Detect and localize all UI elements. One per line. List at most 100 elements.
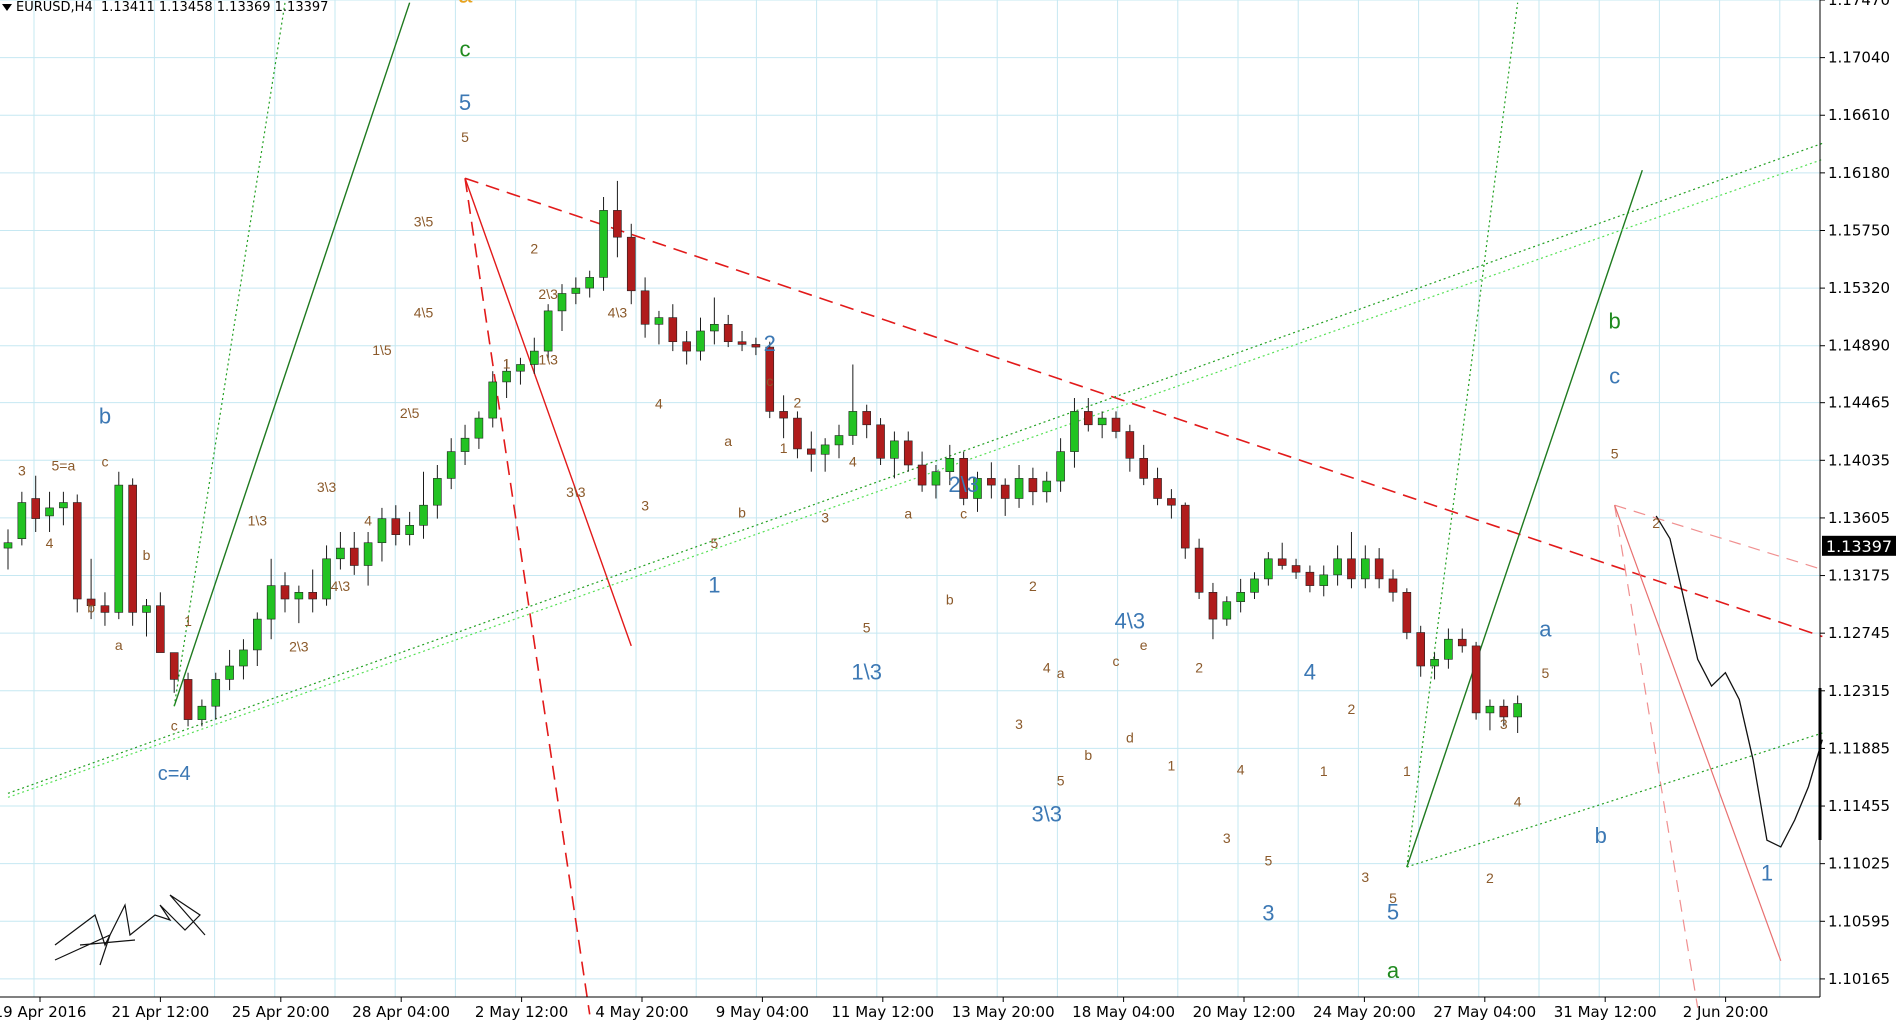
bull-candle (322, 558, 331, 600)
time-tick-label: 9 May 04:00 (716, 1003, 809, 1021)
bull-candle (114, 484, 124, 613)
wave-label: 2\3 (538, 286, 558, 302)
green-dotted-trend-line (1406, 2, 1519, 868)
green-dotted-light-trend-line (7, 158, 1823, 798)
wave-label: 3 (1223, 830, 1231, 846)
bull-candle (1236, 592, 1245, 602)
bull-candle (142, 605, 151, 613)
bear-candle (723, 323, 733, 343)
price-tick-label: 1.15750 (1828, 221, 1890, 239)
bull-candle (820, 444, 830, 455)
wave-label: a (724, 433, 732, 449)
bear-candle (1374, 558, 1384, 580)
candles (3, 180, 1522, 734)
wave-label: 5 (710, 535, 718, 551)
time-tick-label: 28 Apr 04:00 (352, 1003, 450, 1021)
price-tick-label: 1.17040 (1828, 49, 1890, 67)
bear-candle (1388, 578, 1398, 593)
bull-candle (1319, 574, 1329, 586)
bull-candle (557, 293, 567, 312)
wave-label: b (99, 403, 111, 428)
pink-dashed-trend-line (1614, 505, 1699, 1008)
price-tick-label: 1.14035 (1828, 451, 1890, 469)
bull-candle (1014, 478, 1024, 499)
wave-label: 5 (1057, 772, 1065, 788)
wave-label: 3\3 (1031, 801, 1062, 826)
bull-candle (1485, 705, 1495, 714)
bear-candle (1208, 592, 1218, 620)
dropdown-triangle-icon[interactable] (2, 4, 12, 11)
bear-candle (626, 236, 636, 292)
grid (0, 0, 1820, 997)
bull-candle (1430, 659, 1439, 667)
red-dashed-trend-line (464, 178, 591, 1015)
wave-label: c (1113, 653, 1120, 669)
wave-label: 4\3 (608, 305, 628, 321)
bear-candle (86, 598, 96, 607)
wave-label: 2\3 (289, 638, 309, 654)
price-tick-label: 1.10595 (1828, 912, 1890, 930)
wave-label: 1\3 (538, 351, 558, 367)
bull-candle (225, 665, 234, 680)
bull-candle (377, 518, 387, 544)
wave-label: 1\3 (248, 512, 268, 528)
wave-label: 2 (530, 240, 538, 256)
wave-label: 2 (1652, 515, 1660, 531)
time-tick-label: 27 May 04:00 (1433, 1003, 1536, 1021)
time-tick-label: 25 Apr 20:00 (232, 1003, 330, 1021)
bear-candle (682, 341, 691, 352)
bull-candle (848, 411, 858, 436)
wave-label: b (87, 599, 95, 615)
bear-candle (640, 290, 650, 325)
time-tick-label: 2 Jun 20:00 (1683, 1003, 1769, 1021)
time-tick-label: 19 Apr 2016 (0, 1003, 86, 1021)
wave-label: 4\5 (414, 305, 434, 321)
bull-candle (1070, 411, 1079, 452)
bull-candle (1513, 703, 1522, 718)
wave-label: 4 (1514, 794, 1522, 810)
time-axis[interactable]: 19 Apr 2016 21 Apr 12:00 25 Apr 20:00 28 Ap… (0, 997, 1768, 1021)
time-tick-label: 2 May 12:00 (475, 1003, 568, 1021)
bear-candle (391, 518, 401, 535)
bear-candle (169, 652, 179, 680)
wave-label: 5 (459, 90, 471, 115)
bull-candle (45, 507, 54, 517)
bull-candle (710, 323, 719, 332)
wave-label: c (960, 506, 967, 522)
current-price-text: 1.13397 (1826, 537, 1892, 556)
wave-label: 4 (46, 535, 54, 551)
price-tick-label: 1.10165 (1828, 970, 1890, 988)
symbol-name: EURUSD,H4 (16, 0, 93, 15)
wave-label: 2 (1029, 578, 1037, 594)
wave-label: 5 (1387, 899, 1399, 924)
projection-path (1655, 515, 1823, 848)
bear-candle (1416, 632, 1425, 667)
wave-label: 1\3 (851, 659, 882, 684)
bull-candle (1097, 417, 1107, 426)
bear-candle (765, 346, 775, 412)
wave-label: 5 (1389, 890, 1397, 906)
bear-candle (308, 592, 318, 600)
bear-candle (737, 341, 747, 345)
bear-candle (903, 440, 913, 466)
bear-candle (793, 417, 802, 450)
price-tick-label: 1.11455 (1828, 797, 1890, 815)
wave-label: a (1387, 958, 1400, 983)
wave-label: b (143, 547, 151, 563)
projection-line (1655, 515, 1823, 848)
wave-label: 4 (849, 453, 857, 469)
bull-candle (197, 705, 207, 720)
wave-label: 4 (1237, 762, 1245, 778)
bull-candle (446, 451, 456, 479)
bull-candle (474, 417, 484, 439)
bear-candle (751, 344, 761, 348)
red-dashed-trend-line (464, 177, 1823, 638)
wave-label: a (1057, 665, 1065, 681)
wave-label: 3 (641, 498, 649, 514)
wave-label: a (115, 637, 123, 653)
price-axis[interactable]: 1.17470 1.17040 1.16610 1.16180 1.15750 1.153… (1820, 0, 1890, 988)
bear-candle (1167, 498, 1176, 506)
price-tick-label: 1.14465 (1828, 394, 1890, 412)
bull-candle (543, 310, 553, 352)
